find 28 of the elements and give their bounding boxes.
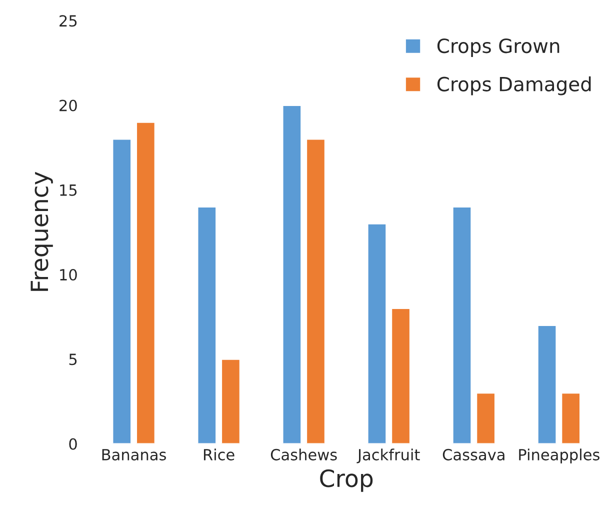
y-tick-label: 20	[60, 100, 77, 112]
bar	[560, 392, 581, 444]
y-axis-title: Frequency	[30, 172, 53, 291]
bar	[282, 104, 302, 444]
bar	[136, 121, 156, 444]
bar	[306, 138, 326, 444]
y-tick-label: 10	[60, 268, 77, 281]
x-tick-label: Pineapples	[519, 448, 600, 464]
bar	[196, 206, 217, 444]
bar	[112, 138, 132, 444]
bar	[220, 358, 241, 444]
x-tick-label: Cassava	[442, 448, 504, 460]
x-axis-title: Crop	[320, 469, 373, 492]
x-tick-label: Cashews	[270, 448, 337, 460]
y-tick-label: 5	[69, 354, 77, 366]
x-tick-label: Jackfruit	[356, 448, 420, 464]
bar	[452, 206, 472, 444]
bar	[476, 392, 496, 444]
legend-label: Crops Grown	[437, 38, 560, 57]
bar	[390, 308, 411, 444]
x-tick-label: Bananas	[102, 449, 166, 460]
bar	[536, 324, 558, 444]
y-tick-label: 25	[60, 15, 77, 27]
bar	[366, 223, 388, 444]
y-tick-label: 15	[60, 184, 77, 196]
legend-label: Crops Damaged	[437, 76, 591, 96]
y-tick-label: 0	[69, 438, 77, 450]
x-tick-label: Rice	[204, 448, 234, 460]
